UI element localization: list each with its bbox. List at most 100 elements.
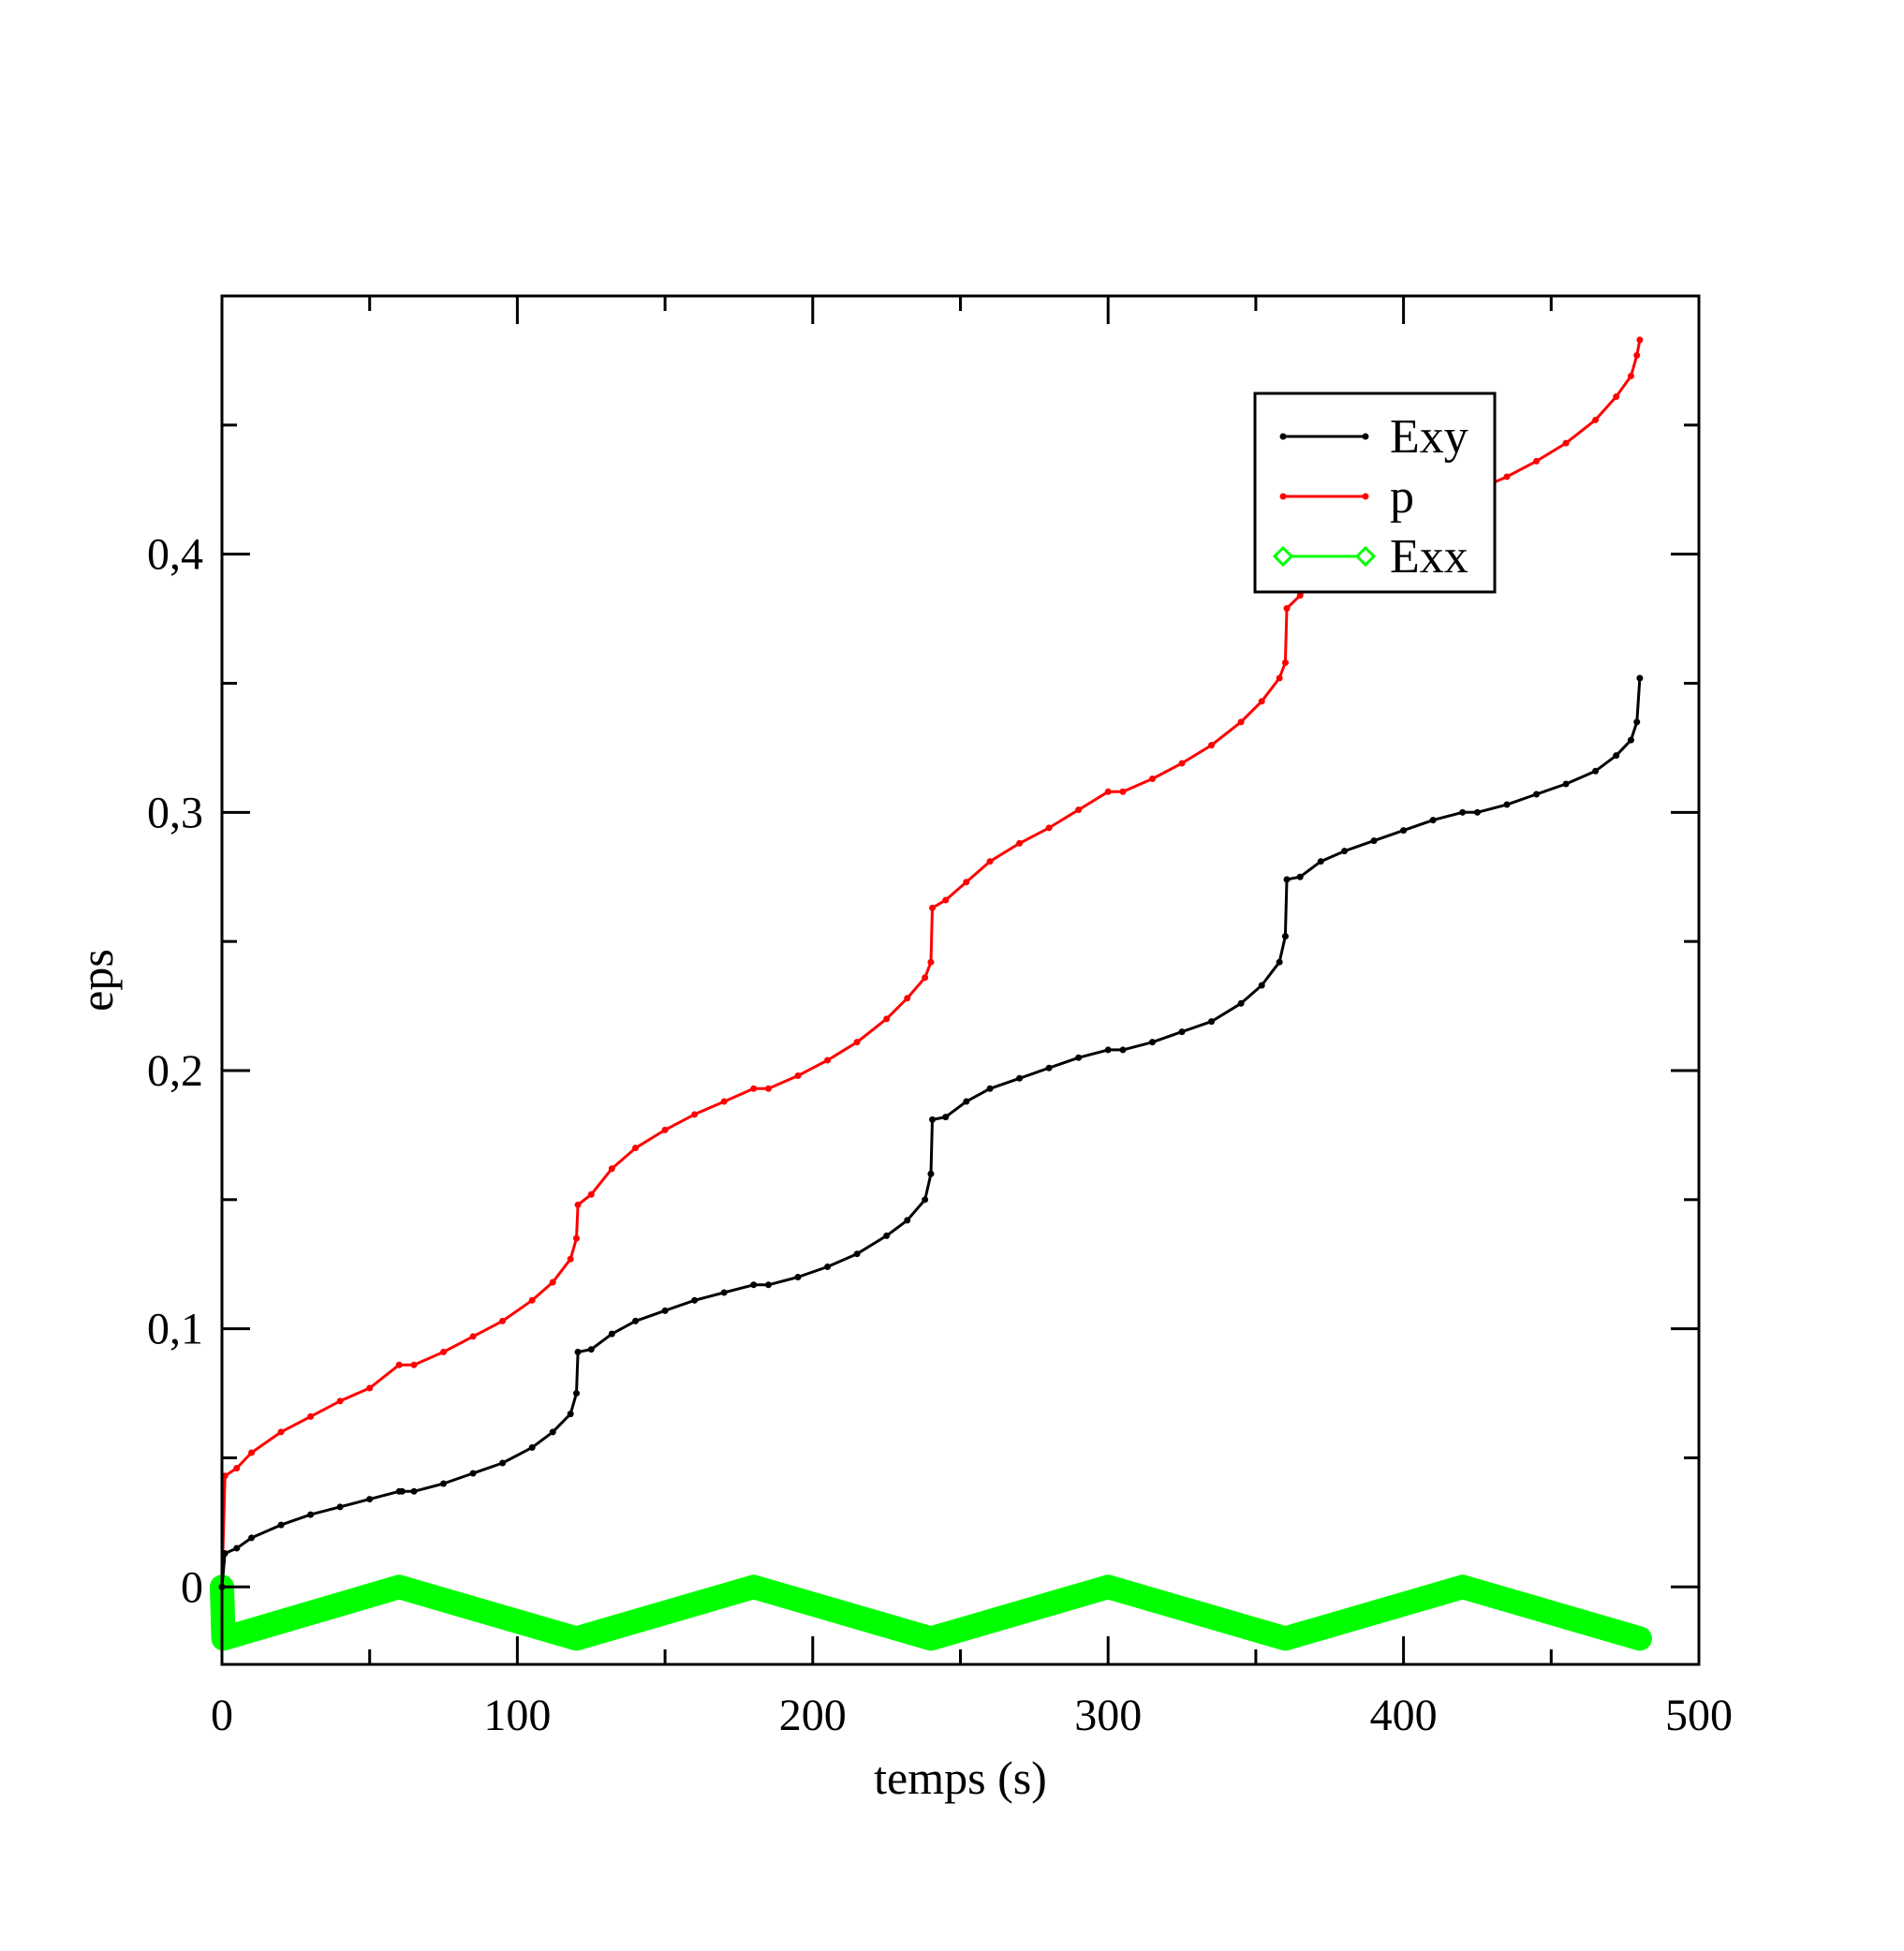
legend-marker [1279, 493, 1287, 500]
series-exy-point [1149, 1039, 1157, 1046]
series-exy-point [549, 1428, 556, 1436]
x-tick-label: 300 [1074, 1691, 1142, 1740]
series-p-point [764, 1085, 772, 1092]
series-p-point [440, 1348, 448, 1355]
series-exy-point [366, 1496, 374, 1503]
series-p-point [986, 858, 994, 865]
series-p-point [883, 1015, 891, 1023]
series-exy-point [1429, 817, 1437, 824]
series-exy-point [307, 1511, 315, 1518]
series-exy-point [1016, 1074, 1024, 1082]
series-p-point [1562, 439, 1570, 447]
series-p-point [608, 1165, 615, 1173]
series-exy-point [336, 1503, 344, 1511]
series-exy-point [572, 1390, 580, 1397]
series-p-point [927, 958, 935, 966]
series-exy-point [963, 1098, 970, 1105]
series-exy-point [691, 1296, 699, 1304]
series-layer [210, 336, 1652, 1651]
series-p-point [366, 1384, 374, 1392]
legend-marker [1362, 493, 1369, 500]
series-p-point [963, 879, 970, 886]
legend-diamond-icon [1354, 545, 1377, 568]
series-p-point [1633, 351, 1641, 359]
series-p-point [1296, 592, 1304, 599]
series-p-point [691, 1111, 699, 1118]
series-exy-point [824, 1263, 832, 1270]
series-p-point [395, 1361, 403, 1368]
series-p-point [1149, 775, 1157, 782]
series-p-point [567, 1255, 574, 1263]
series-exy-line [220, 676, 1642, 1589]
series-exy-point [853, 1250, 861, 1258]
series-exy-point [929, 1116, 937, 1123]
series-p-point [1503, 473, 1511, 480]
series-exy-point [632, 1317, 640, 1324]
series-p-point [929, 904, 937, 911]
legend-label-exx: Exx [1390, 530, 1469, 584]
series-exy-point [567, 1411, 574, 1418]
series-p-point [1045, 824, 1053, 832]
series-p-point [1075, 806, 1083, 814]
series-p-point [1636, 336, 1644, 344]
series-exx-line [210, 1574, 1652, 1651]
series-p-point [661, 1126, 669, 1133]
series-exy-point [1613, 752, 1620, 760]
series-p-point [1016, 839, 1024, 847]
series-exy-point [1503, 801, 1511, 808]
series-exy-point [883, 1232, 891, 1239]
series-exy-point [528, 1443, 536, 1451]
y-tick-label: 0,1 [147, 1305, 203, 1354]
series-p-point [277, 1428, 285, 1436]
series-exy-point [469, 1470, 477, 1477]
series-p-point [1276, 674, 1283, 682]
x-tick-label: 200 [779, 1691, 847, 1740]
series-exy-point [750, 1281, 758, 1289]
series-exy-point [587, 1346, 595, 1353]
series-exy-point [1276, 958, 1283, 966]
series-exy-point [398, 1487, 406, 1495]
x-tick-label: 400 [1370, 1691, 1438, 1740]
series-p-point [587, 1190, 595, 1198]
series-exy-point [764, 1281, 772, 1289]
series-p-point [1592, 416, 1600, 423]
series-exy-point [499, 1459, 507, 1467]
series-exy-point [1208, 1018, 1216, 1026]
series-exy-point [1075, 1054, 1083, 1061]
series-p-point [1283, 605, 1291, 613]
series-exy-point [904, 1217, 911, 1224]
series-p-point [233, 1464, 241, 1471]
y-tick-label: 0,2 [147, 1046, 203, 1096]
series-p-point [1281, 658, 1289, 666]
legend-label-exy: Exy [1390, 410, 1469, 464]
legend-label-p: p [1390, 470, 1414, 524]
series-p-point [1119, 788, 1127, 795]
series-exy-point [1045, 1064, 1053, 1072]
series-exy-point [1283, 876, 1291, 883]
series-p-point [1613, 393, 1620, 401]
series-exy-point [1473, 808, 1481, 816]
series-p-point [1533, 457, 1541, 465]
series-exy-point [233, 1545, 241, 1552]
series-p-point [499, 1317, 507, 1324]
series-p-point [336, 1397, 344, 1405]
y-tick-label: 0,4 [147, 530, 203, 580]
series-p-point [750, 1085, 758, 1092]
series-p-point [1208, 742, 1216, 749]
x-tick-label: 100 [483, 1691, 551, 1740]
series-exy-point [1592, 767, 1600, 775]
series-exy-point [410, 1487, 418, 1495]
legend-marker [1279, 433, 1287, 440]
series-p-point [1237, 718, 1245, 726]
series-exy-point [1562, 780, 1570, 788]
series-p-point [248, 1449, 256, 1456]
series-exy-point [1636, 674, 1644, 682]
series-exy-point [1281, 933, 1289, 940]
series-exy-point [1104, 1046, 1112, 1054]
legend-marker [1362, 433, 1369, 440]
series-exy-point [574, 1348, 582, 1355]
series-p-point [1627, 372, 1634, 379]
series-p-point [922, 974, 929, 982]
series-exy-point [942, 1114, 950, 1121]
